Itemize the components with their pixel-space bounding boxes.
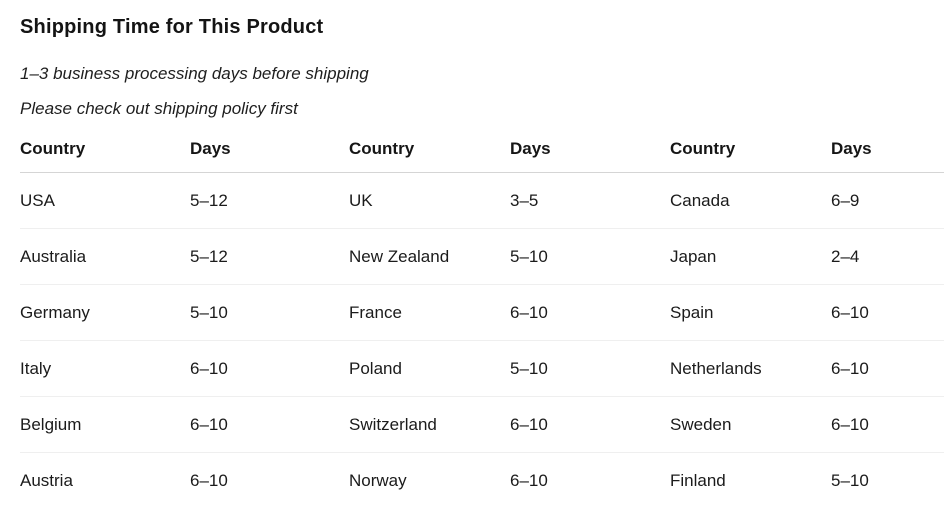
country-cell: Australia — [20, 228, 190, 285]
shipping-policy-note: Please check out shipping policy first — [20, 99, 298, 118]
country-cell: Austria — [20, 470, 73, 490]
days-cell: 6–10 — [190, 396, 349, 453]
days-cell: 3–5 — [510, 172, 670, 229]
days-cell: 6–10 — [510, 470, 548, 490]
days-cell: 5–12 — [190, 172, 349, 229]
country-cell: Switzerland — [349, 396, 510, 453]
column-header-days-1: Days — [190, 126, 349, 173]
shipping-info-section: Shipping Time for This Product 1–3 busin… — [20, 16, 944, 508]
days-cell: 5–10 — [190, 284, 349, 341]
table-row: Australia 5–12 New Zealand 5–10 Japan 2–… — [20, 228, 944, 285]
days-cell: 6–9 — [831, 172, 944, 229]
column-header-country-2: Country — [349, 126, 510, 173]
country-cell: USA — [20, 172, 190, 229]
country-cell: Poland — [349, 340, 510, 397]
days-cell: 5–10 — [831, 470, 869, 490]
days-cell: 6–10 — [190, 470, 228, 490]
country-cell: Belgium — [20, 396, 190, 453]
days-cell: 6–10 — [831, 340, 944, 397]
country-cell: Netherlands — [670, 340, 831, 397]
shipping-time-table: Country Days Country Days Country Days U… — [20, 126, 944, 508]
country-cell: Italy — [20, 340, 190, 397]
column-header-days-2: Days — [510, 126, 670, 173]
table-row: USA 5–12 UK 3–5 Canada 6–9 — [20, 172, 944, 229]
column-header-country-1: Country — [20, 126, 190, 173]
days-cell: 6–10 — [510, 284, 670, 341]
column-header-country-3: Country — [670, 126, 831, 173]
days-cell: 5–10 — [510, 340, 670, 397]
days-cell: 5–12 — [190, 228, 349, 285]
country-cell: France — [349, 284, 510, 341]
table-row: Austria 6–10 Norway 6–10 Finland 5–10 — [20, 453, 944, 509]
table-row: Germany 5–10 France 6–10 Spain 6–10 — [20, 284, 944, 341]
processing-days-note: 1–3 business processing days before ship… — [20, 64, 369, 83]
days-cell: 6–10 — [831, 396, 944, 453]
country-cell: Japan — [670, 228, 831, 285]
days-cell: 6–10 — [510, 396, 670, 453]
country-cell: New Zealand — [349, 228, 510, 285]
country-cell: Norway — [349, 470, 407, 490]
column-header-days-3: Days — [831, 126, 944, 173]
country-cell: Spain — [670, 284, 831, 341]
country-cell: UK — [349, 172, 510, 229]
days-cell: 2–4 — [831, 228, 944, 285]
country-cell: Germany — [20, 284, 190, 341]
days-cell: 6–10 — [831, 284, 944, 341]
table-header-row: Country Days Country Days Country Days — [20, 126, 944, 173]
days-cell: 6–10 — [190, 340, 349, 397]
days-cell: 5–10 — [510, 228, 670, 285]
country-cell: Canada — [670, 172, 831, 229]
country-cell: Finland — [670, 470, 726, 490]
table-row: Belgium 6–10 Switzerland 6–10 Sweden 6–1… — [20, 396, 944, 453]
section-title: Shipping Time for This Product — [20, 16, 324, 38]
table-row: Italy 6–10 Poland 5–10 Netherlands 6–10 — [20, 340, 944, 397]
country-cell: Sweden — [670, 396, 831, 453]
